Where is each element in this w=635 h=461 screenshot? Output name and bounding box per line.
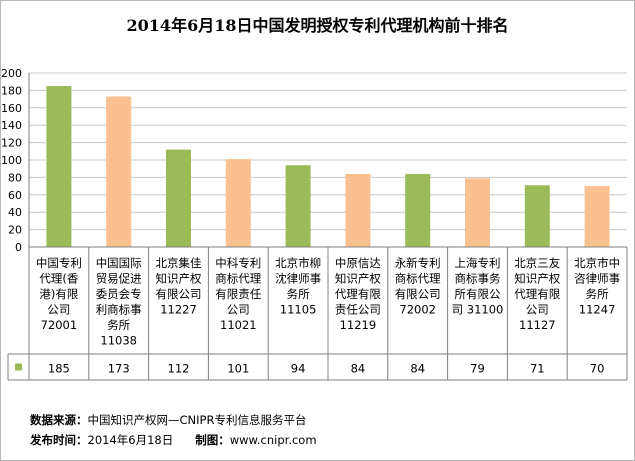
bar bbox=[465, 178, 490, 247]
category-label-line: 所有限公 bbox=[455, 287, 501, 301]
bar bbox=[345, 173, 371, 247]
category-label-line: 11227 bbox=[160, 303, 197, 317]
y-tick-label: 200 bbox=[1, 67, 22, 80]
category-label-line: 11021 bbox=[220, 318, 257, 332]
bar bbox=[584, 186, 610, 247]
category-label-line: 永新专利 bbox=[395, 256, 441, 270]
category-label-line: 北京市中 bbox=[574, 256, 620, 270]
category-label-line: 知识产权 bbox=[156, 272, 202, 286]
category-label: 中国国际贸易促进委员会专利商标事务所 11038 bbox=[96, 256, 142, 348]
data-value-label: 101 bbox=[227, 362, 249, 376]
category-label: 中科专利商标代理有限责任公司 11021 bbox=[215, 256, 261, 332]
category-label-line: 委员会专 bbox=[96, 287, 142, 301]
category-label-line: 11219 bbox=[340, 318, 377, 332]
category-label-line: 公司 bbox=[47, 303, 70, 317]
category-label-line: 72001 bbox=[41, 318, 78, 332]
data-value-label: 112 bbox=[168, 362, 190, 376]
y-tick-label: 100 bbox=[1, 154, 22, 167]
category-label: 上海专利商标事务所有限公司 31100 bbox=[452, 256, 504, 317]
category-label-line: 有限责任 bbox=[215, 287, 261, 301]
data-source: 数据来源：中国知识产权网—CNIPR专利信息服务平台 bbox=[30, 412, 306, 428]
category-label-line: 责任公司 bbox=[335, 303, 381, 317]
category-label-line: 知识产权 bbox=[335, 272, 381, 286]
category-label-line: 代理有限 bbox=[335, 287, 381, 301]
category-label-line: 11127 bbox=[519, 318, 556, 332]
category-label-line: 72002 bbox=[399, 303, 436, 317]
category-label-line: 北京集佳 bbox=[156, 256, 202, 270]
data-value-label: 94 bbox=[291, 362, 306, 376]
y-tick-label: 60 bbox=[8, 189, 22, 202]
category-label-line: 11038 bbox=[100, 334, 137, 348]
category-label: 北京集佳知识产权有限公司 11227 bbox=[156, 256, 202, 317]
category-label: 中国专利代理(香港)有限公司 72001 bbox=[36, 256, 82, 332]
data-value-label: 84 bbox=[410, 362, 425, 376]
category-label-line: 沈律师事 bbox=[275, 272, 321, 286]
maker-value: www.cnipr.com bbox=[229, 433, 317, 447]
data-value-label: 173 bbox=[108, 362, 130, 376]
category-label-line: 有限公司 bbox=[156, 287, 202, 301]
maker-label: 制图： bbox=[195, 433, 230, 447]
category-label-line: 贸易促进 bbox=[96, 272, 142, 286]
category-label-line: 公司 bbox=[526, 303, 549, 317]
y-tick-label: 180 bbox=[1, 84, 22, 97]
y-tick-label: 40 bbox=[8, 206, 22, 219]
category-label: 北京市柳沈律师事务所 11105 bbox=[275, 256, 321, 317]
y-tick-label: 20 bbox=[8, 224, 22, 237]
category-label-line: 务所 bbox=[586, 287, 609, 301]
category-label-line: 北京市柳 bbox=[275, 256, 321, 270]
y-tick-label: 0 bbox=[15, 241, 22, 254]
y-tick-label: 80 bbox=[8, 171, 22, 184]
category-label-line: 知识产权 bbox=[514, 272, 560, 286]
bar bbox=[166, 149, 191, 247]
y-tick-label: 140 bbox=[1, 119, 22, 132]
bar bbox=[225, 159, 251, 247]
bar bbox=[405, 173, 431, 247]
bar bbox=[285, 165, 311, 247]
category-label-line: 司 31100 bbox=[452, 303, 504, 317]
category-label-line: 代理有限 bbox=[514, 287, 560, 301]
category-label-line: 11105 bbox=[280, 303, 317, 317]
legend-swatch bbox=[15, 363, 22, 371]
category-label-line: 公司 bbox=[227, 303, 250, 317]
category-label-line: 咨律师事 bbox=[574, 272, 620, 286]
data-source-label: 数据来源： bbox=[30, 413, 88, 427]
data-value-label: 71 bbox=[530, 362, 545, 376]
category-label: 北京三友知识产权代理有限公司 11127 bbox=[514, 256, 560, 332]
category-label-line: 中国国际 bbox=[96, 256, 142, 270]
chart-title: 2014年6月18日中国发明授权专利代理机构前十排名 bbox=[126, 16, 509, 35]
category-label-line: 北京三友 bbox=[514, 256, 560, 270]
data-source-value: 中国知识产权网—CNIPR专利信息服务平台 bbox=[87, 413, 307, 427]
category-label-line: 商标代理 bbox=[215, 272, 261, 286]
publish-date-value: 2014年6月18日 bbox=[87, 433, 174, 447]
bar-chart: 0 20 40 60 80 100 120 140 160 180 200 中国专利代理(香港)有限公… bbox=[1, 67, 628, 381]
publish-date-label: 发布时间： bbox=[30, 433, 88, 447]
data-value-label: 185 bbox=[48, 362, 70, 376]
category-label-line: 中国专利 bbox=[36, 256, 82, 270]
bar bbox=[524, 185, 550, 247]
category-label-line: 有限公司 bbox=[395, 287, 441, 301]
data-value-label: 84 bbox=[351, 362, 366, 376]
category-label-line: 商标事务 bbox=[455, 272, 501, 286]
category-label-line: 11247 bbox=[579, 303, 616, 317]
category-label-line: 代理(香 bbox=[39, 272, 78, 286]
category-label-line: 利商标事 bbox=[96, 303, 142, 317]
publish-info: 发布时间：2014年6月18日 制图：www.cnipr.com bbox=[30, 432, 317, 448]
category-label: 永新专利商标代理有限公司 72002 bbox=[395, 256, 441, 317]
category-label: 中原信达知识产权代理有限责任公司 11219 bbox=[335, 256, 381, 332]
bar bbox=[106, 96, 132, 248]
category-label-line: 务所 bbox=[107, 318, 130, 332]
category-label-line: 上海专利 bbox=[455, 256, 501, 270]
data-value-label: 79 bbox=[470, 362, 485, 376]
category-label-line: 港)有限 bbox=[39, 287, 78, 301]
category-label-line: 中科专利 bbox=[215, 256, 261, 270]
category-label-line: 务所 bbox=[287, 287, 310, 301]
category-label-line: 中原信达 bbox=[335, 256, 381, 270]
data-value-label: 70 bbox=[590, 362, 605, 376]
category-label: 北京市中咨律师事务所 11247 bbox=[574, 256, 620, 317]
y-tick-label: 120 bbox=[1, 137, 22, 150]
category-label-line: 商标代理 bbox=[395, 272, 441, 286]
y-tick-label: 160 bbox=[1, 102, 22, 115]
bar bbox=[46, 86, 72, 247]
